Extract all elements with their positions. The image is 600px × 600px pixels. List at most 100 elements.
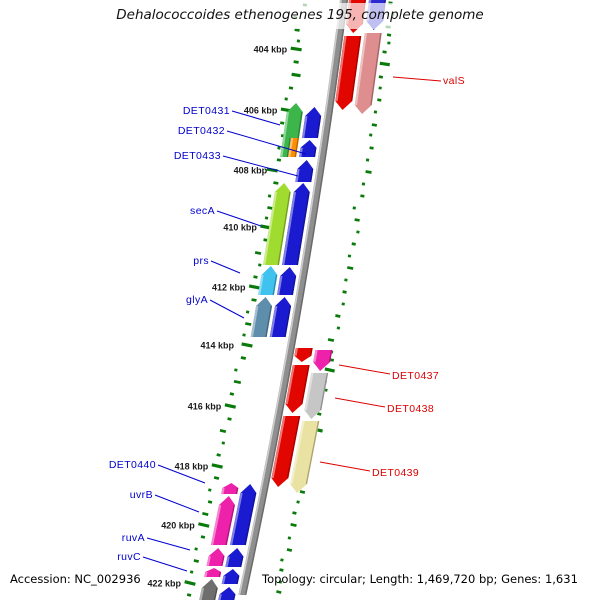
left-gc-ring-dash: [267, 194, 272, 198]
gene-arrow-highlight: [285, 364, 295, 405]
gene-arrow-highlight: [218, 593, 222, 600]
gene-arrow-cog-DET0440[interactable]: [221, 483, 239, 494]
gene-arrow-cds-red-mid-c[interactable]: [271, 416, 301, 487]
left-gc-ring-dash: [216, 453, 221, 457]
leader-line-DET0437: [338, 364, 391, 375]
left-gc-ring-dash: [224, 403, 237, 409]
right-gc-ring-dash: [287, 536, 292, 540]
gene-arrow-shadow: [286, 415, 301, 479]
right-gc-ring-dash: [369, 146, 374, 150]
gene-arrow-cds-red-mid-a[interactable]: [294, 348, 313, 362]
gene-label-DET0439[interactable]: DET0439: [372, 467, 419, 479]
gene-arrow-cds-ruvA[interactable]: [225, 548, 244, 567]
right-gc-ring-dash: [327, 338, 335, 342]
gene-arrow-highlight: [290, 420, 305, 485]
gene-arrow-cog-DET0431[interactable]: [283, 103, 303, 138]
gene-label-DET0432[interactable]: DET0432: [178, 125, 225, 137]
gene-arrow-shadow: [319, 372, 329, 411]
left-gc-ring-dash: [202, 512, 209, 516]
right-gc-ring-dash: [286, 548, 293, 552]
left-gc-ring-dash: [200, 535, 206, 539]
left-gc-ring-dash: [211, 463, 223, 469]
gene-arrow-highlight: [258, 274, 264, 296]
gene-arrow-cds-prs[interactable]: [277, 267, 297, 295]
right-gc-ring-dash: [290, 522, 297, 528]
right-gc-ring-dash: [378, 75, 384, 79]
ruler-tick-label: 420 kbp: [161, 521, 195, 531]
gene-arrow-highlight: [250, 305, 259, 338]
gene-label-glyA[interactable]: glyA: [186, 294, 208, 306]
right-gc-ring-dash: [324, 367, 335, 373]
gene-label-prs[interactable]: prs: [193, 255, 209, 267]
gene-arrow-highlight: [313, 349, 318, 363]
gene-label-DET0440[interactable]: DET0440: [109, 459, 156, 471]
right-gc-ring-dash: [382, 50, 387, 54]
gene-label-ruvC[interactable]: ruvC: [117, 551, 141, 563]
gene-arrow-cog-ruvC[interactable]: [204, 568, 222, 577]
gene-arrow-cds-secA[interactable]: [282, 183, 310, 265]
right-gc-ring-dash: [279, 568, 284, 572]
left-gc-ring-dash: [264, 216, 269, 220]
left-gc-ring-dash: [293, 60, 299, 64]
leader-line-glyA: [209, 299, 245, 319]
right-gc-ring-dash: [386, 33, 392, 37]
gene-arrow-highlight: [283, 111, 290, 139]
gene-arrow-cog-DET0437[interactable]: [313, 350, 333, 371]
right-gc-ring-dash: [347, 266, 354, 270]
topology-text: Topology: circular; Length: 1,469,720 bp…: [262, 572, 578, 586]
gene-arrow-cog-DET0439[interactable]: [290, 421, 320, 493]
left-gc-ring-dash: [277, 146, 281, 150]
gene-arrow-cog-secA[interactable]: [263, 183, 291, 265]
gene-arrow-shadow: [297, 111, 303, 139]
gene-arrow-cds-bottom[interactable]: [218, 587, 236, 600]
gene-label-DET0438[interactable]: DET0438: [387, 403, 434, 415]
gene-arrow-cds-DET0431[interactable]: [302, 107, 322, 138]
gene-label-DET0437[interactable]: DET0437: [392, 370, 439, 382]
leader-line-ruvA: [146, 537, 191, 551]
gene-label-valS[interactable]: valS: [443, 75, 465, 87]
gene-label-secA[interactable]: secA: [190, 205, 215, 217]
gene-arrow-cog-gray-bottom[interactable]: [199, 579, 218, 600]
left-gc-ring-dash: [207, 500, 213, 504]
gene-arrow-highlight: [277, 275, 283, 296]
gene-label-ruvA[interactable]: ruvA: [122, 532, 145, 544]
gene-arrow-cog-prs[interactable]: [258, 266, 278, 295]
left-gc-ring-dash: [251, 298, 257, 302]
gene-arrow-highlight: [263, 191, 278, 266]
gene-label-uvrB[interactable]: uvrB: [130, 489, 153, 501]
left-gc-ring-dash: [184, 580, 196, 586]
gene-label-DET0433[interactable]: DET0433: [174, 150, 221, 162]
gene-arrow-cds-DET0433[interactable]: [295, 160, 314, 182]
right-gc-ring-dash: [361, 182, 366, 186]
leader-line-DET0432: [226, 130, 307, 155]
left-gc-ring-dash: [208, 488, 212, 492]
gene-arrow-shadow: [296, 191, 310, 266]
gene-arrow-cds-ruvC[interactable]: [221, 569, 240, 584]
gene-arrow-shadow: [272, 274, 278, 296]
gene-arrow-cog-valS[interactable]: [354, 33, 382, 114]
gene-arrow-cds-red-top-b[interactable]: [335, 36, 362, 110]
gene-arrow-shadow: [301, 364, 310, 405]
gene-arrow-shadow: [294, 137, 299, 158]
gene-arrow-shadow: [213, 587, 218, 600]
ruler-tick-label: 406 kbp: [244, 106, 278, 116]
gene-arrow-shadow: [239, 556, 244, 568]
gene-arrow-shadow: [225, 504, 235, 546]
backbone-shadow: [244, 0, 348, 596]
right-gc-ring-dash: [371, 123, 378, 127]
gene-arrow-highlight: [210, 504, 222, 546]
right-gc-ring-dash: [341, 302, 345, 306]
right-gc-ring-dash: [316, 412, 322, 416]
leader-line-DET0438: [334, 397, 386, 408]
gene-arrow-shadow: [309, 168, 314, 183]
gene-arrow-cds-uvrB[interactable]: [229, 484, 257, 545]
right-gc-ring-dash: [360, 194, 365, 198]
right-gc-ring-dash: [351, 242, 356, 246]
gene-arrow-highlight: [269, 305, 278, 338]
right-gc-ring-dash: [379, 61, 390, 67]
gene-arrow-cog-ruvA[interactable]: [206, 548, 225, 566]
gene-arrow-highlight: [229, 492, 243, 546]
gene-label-DET0431[interactable]: DET0431: [183, 105, 230, 117]
gene-arrow-shadow: [221, 555, 225, 567]
